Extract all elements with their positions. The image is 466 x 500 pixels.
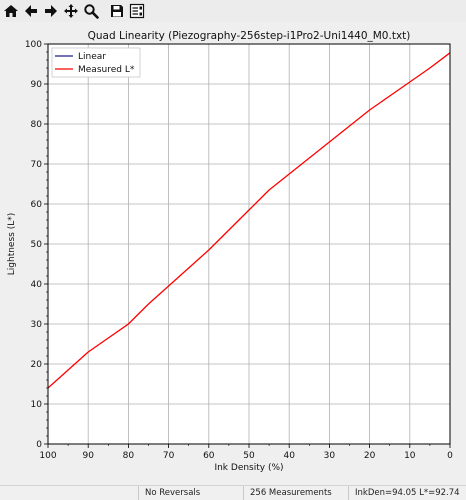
x-tick-label: 0 xyxy=(447,451,453,461)
figure-canvas[interactable]: Quad Linearity (Piezography-256step-i1Pr… xyxy=(0,22,466,485)
x-tick-label: 10 xyxy=(404,451,416,461)
status-bar: No Reversals 256 Measurements InkDen=94.… xyxy=(0,485,466,500)
y-tick-label: 0 xyxy=(36,440,42,450)
quad-linearity-chart: Quad Linearity (Piezography-256step-i1Pr… xyxy=(7,30,453,473)
status-reversals: No Reversals xyxy=(138,486,200,500)
y-tick-label: 90 xyxy=(31,80,43,90)
zoom-magnifier-icon[interactable] xyxy=(82,2,100,20)
x-axis-label: Ink Density (%) xyxy=(214,463,283,473)
status-cursor-readout: InkDen=94.05 L*=92.74 xyxy=(348,486,460,500)
series-line-measured xyxy=(47,52,451,389)
toolbar xyxy=(0,0,466,22)
series-layer xyxy=(47,52,451,389)
x-axis-ticks: 100 90 80 70 60 50 40 30 20 10 0 xyxy=(39,444,453,461)
x-tick-label: 90 xyxy=(82,451,94,461)
y-tick-label: 10 xyxy=(31,400,43,410)
chart-title: Quad Linearity (Piezography-256step-i1Pr… xyxy=(88,30,411,42)
x-tick-label: 60 xyxy=(203,451,215,461)
y-tick-label: 40 xyxy=(31,280,43,290)
x-tick-label: 40 xyxy=(283,451,295,461)
status-measurements: 256 Measurements xyxy=(243,486,332,500)
y-tick-label: 50 xyxy=(31,240,43,250)
y-axis-ticks: 0 10 20 30 40 50 60 70 80 90 100 xyxy=(25,40,48,450)
y-tick-label: 100 xyxy=(25,40,42,50)
legend-label-measured: Measured L* xyxy=(78,65,135,75)
y-tick-label: 70 xyxy=(31,160,43,170)
pan-move-icon[interactable] xyxy=(62,2,80,20)
save-floppy-icon[interactable] xyxy=(108,2,126,20)
legend-label-linear: Linear xyxy=(78,52,106,62)
x-tick-label: 100 xyxy=(39,451,56,461)
x-tick-label: 80 xyxy=(123,451,135,461)
y-tick-label: 60 xyxy=(31,200,43,210)
x-tick-label: 30 xyxy=(324,451,336,461)
y-tick-label: 80 xyxy=(31,120,43,130)
y-tick-label: 30 xyxy=(31,320,43,330)
configure-subplots-icon[interactable] xyxy=(128,2,146,20)
legend-box xyxy=(51,47,141,78)
y-axis-label: Lightness (L*) xyxy=(7,213,17,275)
legend: Linear Measured L* xyxy=(51,47,141,78)
x-tick-label: 50 xyxy=(243,451,255,461)
x-tick-label: 20 xyxy=(364,451,376,461)
forward-arrow-icon[interactable] xyxy=(42,2,60,20)
y-tick-label: 20 xyxy=(31,360,43,370)
back-arrow-icon[interactable] xyxy=(22,2,40,20)
home-icon[interactable] xyxy=(2,2,20,20)
x-tick-label: 70 xyxy=(163,451,175,461)
